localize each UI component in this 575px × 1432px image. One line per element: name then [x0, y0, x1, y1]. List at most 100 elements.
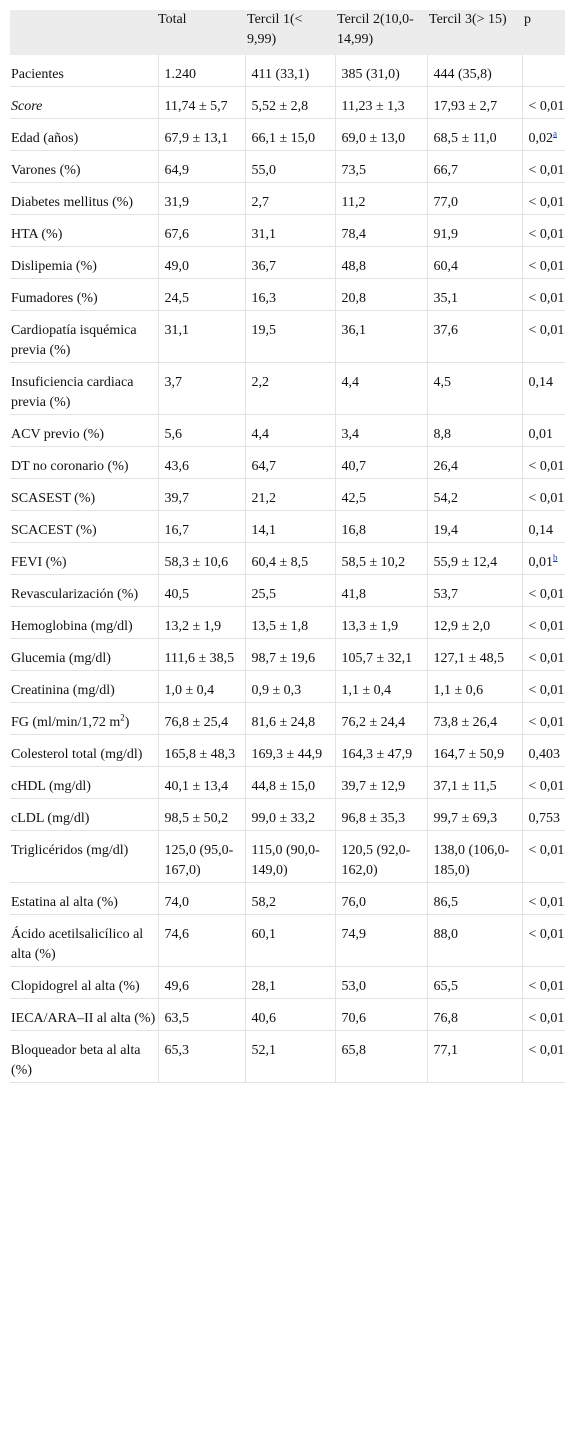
table-row: Score 11,74 ± 5,7 5,52 ± 2,8 11,23 ± 1,3 17,… [10, 86, 565, 119]
cell-tercil-2: 20,8 [335, 278, 428, 311]
table-row: Glucemia (mg/dl) 111,6 ± 38,5 98,7 ± 19,6 1… [10, 638, 565, 671]
cell-tercil-1: 19,5 [245, 310, 336, 363]
cell-tercil-3: 37,6 [427, 310, 523, 363]
cell-total: 11,74 ± 5,7 [158, 86, 246, 119]
row-label-text: cLDL (mg/dl) [11, 811, 90, 826]
cell-total-value: 125,0 (95,0-167,0) [164, 843, 234, 878]
cell-tercil-2: 53,0 [335, 966, 428, 999]
row-label: Estatina al alta (%) [10, 882, 159, 915]
cell-tercil-1-value: 55,0 [251, 163, 277, 178]
row-label-text: HTA (%) [11, 227, 63, 242]
header-p: p [522, 10, 565, 55]
cell-p: < 0,01 [522, 246, 565, 279]
header-row: Total Tercil 1(< 9,99) Tercil 2(10,0-14,99… [10, 10, 565, 55]
cell-p-value: < 0,01 [528, 779, 565, 794]
cell-total-value: 63,5 [164, 1011, 190, 1026]
cell-p-value: < 0,01 [528, 1043, 565, 1058]
cell-tercil-1: 60,4 ± 8,5 [245, 542, 336, 575]
cell-total: 16,7 [158, 510, 246, 543]
cell-tercil-1: 411 (33,1) [245, 55, 336, 87]
footnote-link[interactable]: a [553, 128, 557, 139]
cell-p-value: < 0,01 [528, 979, 565, 994]
cell-tercil-3-value: 1,1 ± 0,6 [433, 683, 484, 698]
row-label: FG (ml/min/1,72 m2) [10, 702, 159, 735]
cell-tercil-3-value: 77,1 [433, 1043, 459, 1058]
cell-p-value: 0,02 [528, 131, 554, 146]
cell-tercil-1: 31,1 [245, 214, 336, 247]
cell-tercil-1: 115,0 (90,0-149,0) [245, 830, 336, 883]
cell-tercil-1-value: 36,7 [251, 259, 277, 274]
row-label: HTA (%) [10, 214, 159, 247]
cell-tercil-2-value: 20,8 [341, 291, 367, 306]
row-label: Ácido acetilsalicílico al alta (%) [10, 914, 159, 967]
row-label: Pacientes [10, 55, 159, 87]
cell-tercil-3-value: 37,6 [433, 323, 459, 338]
table-row: ACV previo (%) 5,6 4,4 3,4 8,8 0,01 [10, 414, 565, 447]
cell-tercil-3-value: 66,7 [433, 163, 459, 178]
cell-p: < 0,01 [522, 638, 565, 671]
cell-tercil-3: 91,9 [427, 214, 523, 247]
cell-total: 64,9 [158, 150, 246, 183]
cell-p: < 0,01 [522, 830, 565, 883]
cell-p: < 0,01 [522, 150, 565, 183]
cell-tercil-3: 12,9 ± 2,0 [427, 606, 523, 639]
cell-tercil-2-value: 76,0 [341, 895, 367, 910]
cell-tercil-3: 4,5 [427, 362, 523, 415]
cell-tercil-2-value: 76,2 ± 24,4 [341, 715, 406, 730]
cell-p-value: 0,753 [528, 811, 561, 826]
cell-tercil-3: 73,8 ± 26,4 [427, 702, 523, 735]
cell-tercil-3: 54,2 [427, 478, 523, 511]
cell-tercil-1-value: 2,7 [251, 195, 270, 210]
cell-total-value: 65,3 [164, 1043, 190, 1058]
cell-tercil-3-value: 60,4 [433, 259, 459, 274]
row-label-text: Fumadores (%) [11, 291, 98, 306]
cell-total: 76,8 ± 25,4 [158, 702, 246, 735]
footnote-link[interactable]: b [553, 552, 558, 563]
cell-tercil-2: 76,0 [335, 882, 428, 915]
row-label-text: Varones (%) [11, 163, 81, 178]
data-table: Total Tercil 1(< 9,99) Tercil 2(10,0-14,99… [10, 10, 565, 1083]
cell-tercil-2-value: 41,8 [341, 587, 367, 602]
cell-p: < 0,01 [522, 86, 565, 119]
cell-tercil-3: 77,1 [427, 1030, 523, 1083]
row-label: Creatinina (mg/dl) [10, 670, 159, 703]
cell-tercil-3-value: 88,0 [433, 927, 459, 942]
cell-tercil-2: 105,7 ± 32,1 [335, 638, 428, 671]
cell-tercil-2: 40,7 [335, 446, 428, 479]
cell-p: 0,753 [522, 798, 565, 831]
cell-tercil-1-value: 115,0 (90,0-149,0) [251, 843, 320, 878]
cell-p: < 0,01 [522, 446, 565, 479]
cell-tercil-1: 36,7 [245, 246, 336, 279]
table-row: FG (ml/min/1,72 m2) 76,8 ± 25,4 81,6 ± 24,… [10, 702, 565, 735]
cell-total: 74,0 [158, 882, 246, 915]
cell-tercil-3: 19,4 [427, 510, 523, 543]
row-label: DT no coronario (%) [10, 446, 159, 479]
row-label: SCASEST (%) [10, 478, 159, 511]
cell-p-value: < 0,01 [528, 619, 565, 634]
row-label: Edad (años) [10, 118, 159, 151]
row-label: Bloqueador beta al alta (%) [10, 1030, 159, 1083]
row-label-text: Bloqueador beta al alta (%) [11, 1043, 141, 1078]
cell-tercil-2: 69,0 ± 13,0 [335, 118, 428, 151]
cell-tercil-1-value: 14,1 [251, 523, 277, 538]
cell-tercil-2: 4,4 [335, 362, 428, 415]
cell-tercil-2-value: 120,5 (92,0-162,0) [341, 843, 411, 878]
row-label: Glucemia (mg/dl) [10, 638, 159, 671]
cell-total: 74,6 [158, 914, 246, 967]
cell-tercil-3-value: 138,0 (106,0-185,0) [433, 843, 510, 878]
row-label: Insuficiencia cardiaca previa (%) [10, 362, 159, 415]
cell-tercil-3: 127,1 ± 48,5 [427, 638, 523, 671]
cell-tercil-1-value: 40,6 [251, 1011, 277, 1026]
cell-tercil-1: 169,3 ± 44,9 [245, 734, 336, 767]
row-label-text: Cardiopatía isquémica previa (%) [11, 323, 137, 358]
header-tercil-1: Tercil 1(< 9,99) [245, 10, 335, 55]
cell-total: 67,6 [158, 214, 246, 247]
cell-tercil-2: 78,4 [335, 214, 428, 247]
cell-tercil-2-value: 40,7 [341, 459, 367, 474]
cell-tercil-2-value: 53,0 [341, 979, 367, 994]
row-label-text: ACV previo (%) [11, 427, 105, 442]
cell-tercil-1-value: 25,5 [251, 587, 277, 602]
cell-tercil-2-value: 70,6 [341, 1011, 367, 1026]
row-label-text: FEVI (%) [11, 555, 67, 570]
cell-total: 49,6 [158, 966, 246, 999]
